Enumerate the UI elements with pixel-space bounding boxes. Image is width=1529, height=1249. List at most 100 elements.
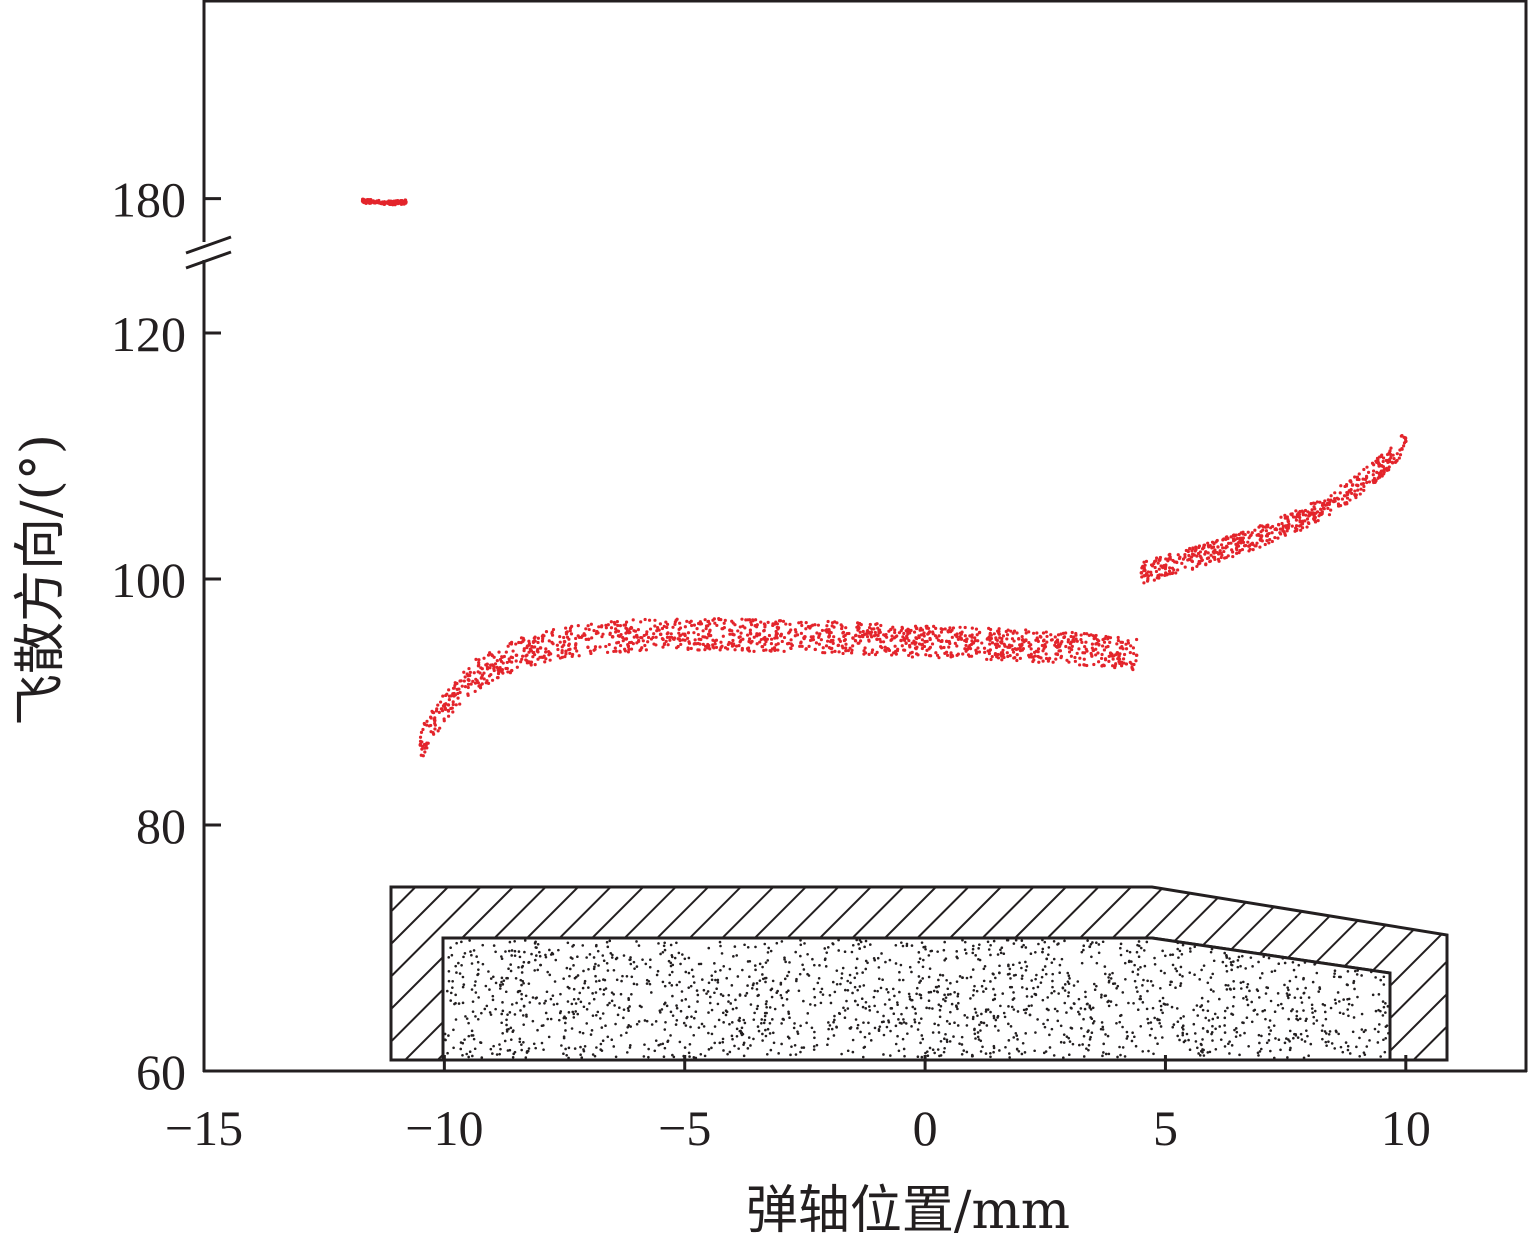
speckle-dot — [458, 972, 462, 975]
speckle-dot — [622, 1008, 626, 1011]
data-point — [861, 629, 865, 634]
data-point — [885, 635, 889, 639]
data-point — [1067, 646, 1072, 650]
speckle-dot — [880, 952, 883, 955]
speckle-dot — [1024, 960, 1027, 964]
speckle-dot — [1070, 1027, 1074, 1030]
speckle-dot — [447, 969, 451, 973]
speckle-dot — [661, 1042, 665, 1046]
speckle-dot — [1192, 1022, 1196, 1026]
speckle-dot — [474, 1015, 477, 1018]
data-point — [1045, 634, 1049, 639]
speckle-dot — [1158, 999, 1162, 1003]
speckle-dot — [692, 981, 696, 984]
speckle-dot — [1219, 1038, 1223, 1041]
speckle-dot — [459, 1047, 463, 1051]
data-point — [592, 628, 596, 633]
speckle-dot — [1070, 1007, 1073, 1010]
speckle-dot — [1060, 957, 1064, 961]
data-point — [856, 641, 860, 645]
speckle-dot — [873, 1004, 876, 1008]
speckle-dot — [1091, 1021, 1095, 1025]
data-point — [708, 629, 712, 633]
data-point — [1268, 537, 1272, 542]
data-point — [609, 620, 613, 624]
data-point — [828, 640, 833, 644]
speckle-dot — [1373, 1027, 1377, 1031]
speckle-dot — [597, 964, 600, 967]
data-point — [505, 660, 509, 665]
speckle-dot — [1346, 970, 1350, 973]
data-point — [1236, 544, 1241, 548]
speckle-dot — [799, 938, 802, 942]
speckle-dot — [733, 945, 737, 948]
speckle-dot — [508, 940, 512, 944]
speckle-dot — [722, 1021, 725, 1024]
speckle-dot — [520, 971, 524, 974]
speckle-dot — [928, 1006, 931, 1010]
data-point — [1017, 637, 1021, 641]
speckle-dot — [672, 1055, 676, 1059]
speckle-dot — [1082, 1034, 1086, 1038]
data-point — [492, 667, 496, 671]
speckle-dot — [761, 977, 765, 981]
speckle-dot — [1261, 1009, 1264, 1013]
data-point — [1059, 632, 1063, 636]
data-point — [618, 624, 623, 628]
speckle-dot — [572, 943, 575, 947]
data-point — [824, 628, 828, 633]
data-point — [741, 624, 745, 628]
speckle-dot — [616, 1013, 620, 1017]
speckle-dot — [1223, 1045, 1227, 1048]
data-point — [1206, 541, 1210, 545]
speckle-dot — [1065, 1011, 1068, 1014]
data-point — [1132, 662, 1136, 667]
speckle-dot — [1198, 978, 1201, 981]
speckle-dot — [1179, 982, 1183, 985]
speckle-dot — [589, 1033, 593, 1036]
data-point — [527, 650, 531, 654]
speckle-dot — [846, 979, 850, 983]
data-point — [498, 666, 502, 670]
speckle-dot — [606, 969, 610, 972]
speckle-dot — [509, 1038, 513, 1041]
speckle-dot — [1020, 945, 1024, 949]
data-point — [1058, 649, 1063, 653]
speckle-dot — [997, 1029, 1000, 1032]
data-point — [627, 647, 631, 652]
data-point — [1351, 483, 1355, 487]
speckle-dot — [1101, 1028, 1105, 1031]
data-point — [1204, 562, 1208, 566]
data-point — [749, 623, 754, 627]
data-point — [1321, 506, 1326, 510]
speckle-dot — [519, 978, 523, 982]
speckle-dot — [567, 1046, 571, 1050]
data-point — [508, 671, 512, 675]
speckle-dot — [855, 972, 859, 975]
speckle-dot — [868, 1032, 871, 1035]
speckle-dot — [1187, 1038, 1190, 1042]
speckle-dot — [1087, 1048, 1090, 1052]
data-point — [862, 652, 866, 656]
data-point — [1299, 528, 1303, 532]
data-point — [728, 632, 732, 636]
data-point — [576, 624, 580, 628]
speckle-dot — [1281, 1006, 1285, 1010]
speckle-dot — [1095, 984, 1098, 988]
speckle-dot — [480, 1011, 483, 1015]
data-point — [506, 644, 510, 648]
data-point — [985, 657, 989, 661]
data-point — [429, 716, 433, 720]
speckle-dot — [470, 962, 474, 965]
data-point — [683, 633, 687, 638]
speckle-dot — [937, 978, 940, 982]
speckle-dot — [1104, 1052, 1108, 1056]
data-point — [1094, 642, 1098, 646]
data-point — [955, 632, 959, 636]
speckle-dot — [989, 1055, 992, 1059]
speckle-dot — [1312, 1015, 1316, 1019]
speckle-dot — [610, 999, 614, 1003]
speckle-dot — [583, 981, 586, 985]
speckle-dot — [1362, 1051, 1366, 1054]
speckle-dot — [1136, 968, 1140, 971]
